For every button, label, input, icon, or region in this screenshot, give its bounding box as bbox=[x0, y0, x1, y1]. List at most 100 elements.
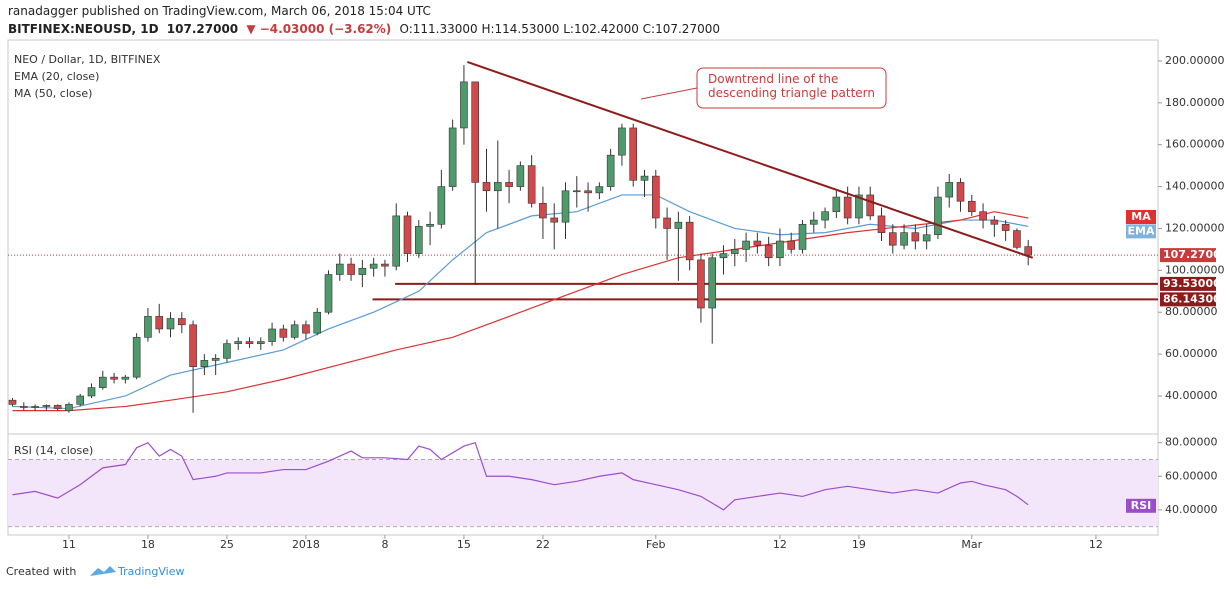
candle-body bbox=[189, 324, 197, 367]
candle-body bbox=[697, 259, 705, 309]
candle-body bbox=[392, 215, 401, 267]
logo bbox=[90, 566, 116, 576]
candle-body bbox=[764, 244, 773, 259]
annotation-holder: Downtrend line of the descending triangl… bbox=[708, 72, 875, 100]
candle-body bbox=[640, 175, 649, 181]
candle-body bbox=[832, 196, 841, 213]
candle-body bbox=[31, 406, 39, 408]
candle-body bbox=[561, 190, 570, 223]
candle-body bbox=[335, 263, 344, 275]
candle-body bbox=[651, 175, 660, 219]
footer-created: Created with bbox=[6, 565, 76, 578]
y-tick-label: 80.00000 bbox=[1165, 305, 1218, 318]
candle-body bbox=[967, 200, 976, 213]
candle-body bbox=[674, 221, 683, 229]
y-tick-label: 40.00000 bbox=[1165, 389, 1218, 402]
candle-body bbox=[1001, 223, 1010, 231]
candle-body bbox=[1024, 246, 1033, 256]
candle-body bbox=[482, 182, 491, 192]
ma-line bbox=[12, 194, 1029, 410]
rsi-band bbox=[8, 459, 1158, 527]
x-tick-label: Feb bbox=[646, 538, 665, 551]
x-tick-label: 2018 bbox=[292, 538, 320, 551]
candle-body bbox=[618, 127, 626, 156]
candle-body bbox=[855, 194, 863, 219]
y-tick-label: 160.00000 bbox=[1165, 138, 1225, 151]
ma-line bbox=[12, 211, 1029, 412]
rsi-label: RSI bbox=[1131, 499, 1152, 512]
candle-body bbox=[708, 257, 717, 309]
x-tick-label: 22 bbox=[536, 538, 550, 551]
change: ▼ −4.03000 (−3.62%) bbox=[246, 22, 392, 36]
candle-body bbox=[572, 190, 581, 193]
candle-body bbox=[98, 376, 107, 388]
footer-brand: TradingView bbox=[117, 565, 184, 578]
x-tick-label: 15 bbox=[457, 538, 471, 551]
candle-body bbox=[110, 376, 118, 380]
candle-body bbox=[19, 406, 28, 408]
candle-body bbox=[888, 232, 897, 246]
candle-body bbox=[448, 127, 457, 187]
candle-body bbox=[685, 221, 694, 261]
x-tick-label: Mar bbox=[961, 538, 982, 551]
y-tick-label: 200.00000 bbox=[1165, 54, 1225, 67]
candle-body bbox=[527, 165, 536, 204]
level-label: 86.14300 bbox=[1163, 292, 1221, 305]
candle-body bbox=[843, 196, 852, 219]
candle-body bbox=[437, 186, 446, 225]
candle-body bbox=[313, 311, 322, 334]
rsi-line bbox=[12, 441, 1029, 511]
ma-label: MA bbox=[1131, 210, 1151, 223]
candle-body bbox=[65, 404, 73, 411]
rsi-tick-label: 60.00000 bbox=[1165, 469, 1218, 482]
candle-body bbox=[87, 387, 96, 397]
candle-body bbox=[956, 182, 965, 202]
candle-body bbox=[53, 405, 62, 409]
candle-body bbox=[234, 341, 243, 344]
candle-body bbox=[42, 405, 51, 407]
x-tick-label: 12 bbox=[773, 538, 787, 551]
candle-body bbox=[166, 318, 175, 330]
candle-body bbox=[990, 219, 999, 225]
last-price-label-box bbox=[1160, 248, 1216, 263]
annotation: Downtrend line of the descending triangl… bbox=[708, 72, 875, 100]
x-tick-label: 11 bbox=[62, 538, 76, 551]
chart-title: NEO / Dollar, 1D, BITFINEX bbox=[14, 53, 161, 66]
candle-body bbox=[211, 357, 220, 361]
x-tick-label: 25 bbox=[220, 538, 234, 551]
candle-body bbox=[719, 253, 728, 259]
candle-body bbox=[595, 186, 604, 194]
candle-body bbox=[256, 341, 265, 344]
y-tick-label: 140.00000 bbox=[1165, 180, 1225, 193]
candle-body bbox=[290, 324, 299, 338]
candle-body bbox=[381, 263, 389, 267]
level-label-box bbox=[1160, 276, 1216, 291]
candle-body bbox=[358, 267, 367, 275]
candle-body bbox=[155, 316, 164, 330]
level-label-box bbox=[1160, 292, 1216, 307]
candle-body bbox=[369, 263, 378, 269]
ema-label: EMA bbox=[1128, 224, 1155, 237]
rsi-legend: RSI (14, close) bbox=[14, 444, 93, 457]
candle-body bbox=[753, 240, 762, 246]
candle-body bbox=[798, 223, 807, 250]
candle-body bbox=[606, 154, 615, 187]
candle-body bbox=[866, 194, 875, 217]
level-label: 93.53000 bbox=[1163, 277, 1221, 290]
candle-body bbox=[911, 232, 920, 242]
annotation-arrow bbox=[640, 87, 698, 100]
candle-body bbox=[223, 343, 231, 359]
candle-body bbox=[663, 217, 671, 229]
symbol: BITFINEX:NEOUSD, 1D bbox=[8, 22, 159, 36]
price: 107.27000 bbox=[166, 22, 239, 36]
candle-body bbox=[245, 341, 254, 344]
ohlc: O:111.33000 H:114.53000 L:102.42000 C:10… bbox=[399, 22, 720, 36]
candle-body bbox=[934, 196, 942, 236]
y-tick-label: 60.00000 bbox=[1165, 347, 1218, 360]
candle-body bbox=[144, 316, 152, 338]
y-tick-label: 100.00000 bbox=[1165, 263, 1225, 276]
rsi-tick-label: 40.00000 bbox=[1165, 503, 1218, 516]
candle-body bbox=[539, 203, 547, 219]
